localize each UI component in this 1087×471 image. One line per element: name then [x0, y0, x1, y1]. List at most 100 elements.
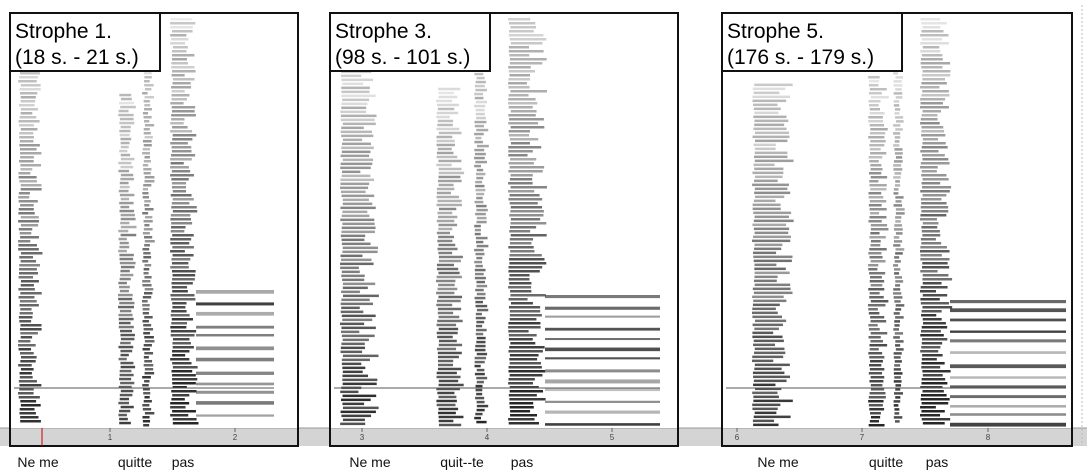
harmonic — [196, 311, 274, 316]
spectral-energy — [870, 315, 885, 319]
harmonic — [950, 308, 1066, 313]
spectral-energy — [437, 319, 463, 323]
spectral-energy — [438, 243, 456, 247]
spectral-energy — [20, 284, 34, 287]
spectral-energy — [920, 350, 939, 353]
spectral-energy — [436, 187, 455, 191]
spectral-energy — [438, 271, 460, 275]
spectral-energy — [340, 422, 366, 426]
spectral-energy — [341, 230, 375, 234]
spectral-energy — [171, 146, 192, 149]
spectral-energy — [476, 192, 485, 196]
spectral-energy — [510, 342, 536, 345]
spectral-energy — [868, 195, 884, 199]
spectral-energy — [436, 143, 455, 147]
spectral-energy — [170, 18, 192, 21]
spectral-energy — [144, 79, 150, 83]
spectral-energy — [19, 320, 32, 323]
spectral-energy — [509, 406, 534, 409]
spectral-energy — [118, 113, 134, 117]
spectral-energy — [172, 278, 195, 281]
spectral-energy — [20, 292, 42, 295]
harmonic — [196, 302, 274, 306]
spectral-energy — [20, 328, 42, 331]
spectral-energy — [508, 422, 539, 425]
spectral-energy — [921, 174, 947, 177]
spectral-energy — [142, 111, 149, 115]
spectral-energy — [20, 236, 39, 239]
spectral-energy — [508, 66, 531, 69]
spectral-energy — [922, 222, 939, 225]
spectral-energy — [436, 323, 457, 327]
spectral-energy — [18, 220, 39, 223]
spectral-energy — [437, 391, 455, 395]
spectral-energy — [438, 95, 458, 99]
spectral-energy — [753, 115, 787, 119]
spectral-energy — [509, 346, 545, 349]
spectral-energy — [869, 87, 887, 91]
spectral-energy — [144, 123, 155, 127]
spectral-energy — [172, 422, 199, 425]
spectral-energy — [119, 201, 134, 205]
spectral-energy — [20, 420, 41, 423]
spectral-energy — [921, 358, 937, 361]
lyric-word: quit--te — [440, 454, 484, 470]
spectral-energy — [894, 360, 902, 363]
spectral-energy — [142, 299, 148, 303]
spectral-energy — [144, 119, 150, 123]
spectral-energy — [868, 395, 886, 399]
spectral-energy — [119, 101, 135, 105]
spectral-energy — [170, 214, 191, 217]
spectral-energy — [509, 386, 539, 389]
spectral-energy — [476, 420, 487, 424]
spectral-energy — [895, 196, 904, 199]
spectral-energy — [144, 199, 151, 203]
spectral-energy — [893, 160, 903, 163]
spectral-energy — [508, 306, 541, 309]
spectral-energy — [20, 128, 38, 131]
spectral-energy — [118, 313, 133, 317]
spectral-energy — [118, 109, 129, 113]
spectral-energy — [920, 86, 940, 89]
spectral-energy — [19, 388, 34, 391]
spectral-energy — [868, 311, 880, 315]
spectral-energy — [171, 286, 188, 289]
spectral-energy — [341, 214, 370, 218]
spectral-energy — [438, 235, 455, 239]
spectral-energy — [754, 123, 785, 127]
spectral-energy — [509, 230, 531, 233]
spectral-energy — [170, 250, 185, 253]
spectral-energy — [170, 330, 197, 333]
spectral-energy — [894, 108, 901, 111]
spectral-energy — [142, 147, 150, 151]
spectral-energy — [920, 190, 950, 193]
spectral-energy — [119, 377, 132, 381]
spectral-energy — [474, 148, 485, 152]
spectral-energy — [143, 399, 152, 403]
spectral-energy — [869, 391, 886, 395]
spectral-energy — [340, 398, 371, 402]
spectral-energy — [921, 342, 943, 345]
spectral-energy — [438, 383, 464, 387]
spectral-energy — [920, 218, 937, 221]
spectral-energy — [436, 151, 454, 155]
spectral-energy — [476, 320, 485, 324]
spectral-energy — [510, 90, 547, 93]
spectral-energy — [754, 387, 782, 391]
spectral-energy — [894, 420, 900, 423]
spectral-energy — [437, 311, 454, 315]
spectral-energy — [894, 364, 901, 367]
spectral-energy — [342, 82, 364, 86]
spectral-energy — [18, 276, 34, 279]
spectral-energy — [20, 152, 42, 155]
spectral-energy — [18, 344, 36, 347]
spectral-energy — [509, 118, 544, 121]
spectral-energy — [119, 253, 134, 257]
spectral-energy — [920, 206, 949, 209]
spectral-energy — [171, 226, 186, 229]
spectral-energy — [120, 361, 134, 365]
spectral-energy — [920, 150, 939, 153]
spectral-energy — [119, 209, 135, 213]
spectral-energy — [509, 354, 539, 357]
spectral-energy — [508, 134, 529, 137]
